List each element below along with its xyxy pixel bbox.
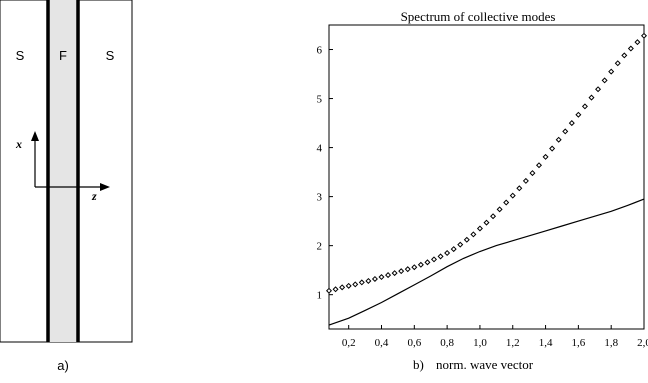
x-axis-ticks: 0,2 0,4 0,6 0,8 1,0 1,2 1,4 1,6 1,8 2,0 <box>342 325 648 349</box>
x-axis-label: norm. wave vector <box>436 357 534 372</box>
diamond-point <box>555 136 562 143</box>
diamond-point <box>503 199 510 206</box>
diamond-point <box>339 284 346 291</box>
diamond-point <box>621 52 628 59</box>
diamond-point <box>358 279 365 286</box>
diamond-point <box>627 45 634 52</box>
region-label-f: F <box>59 48 67 63</box>
diamond-point <box>562 128 569 135</box>
axis-label-x: x <box>15 137 22 151</box>
diamond-point <box>601 77 608 84</box>
region-label-s-right: S <box>106 48 115 63</box>
diamond-point <box>444 249 451 257</box>
diamond-point <box>614 60 621 67</box>
x-tick-label: 1,6 <box>572 337 586 349</box>
series-markers <box>325 32 648 294</box>
caption-a: a) <box>57 358 69 373</box>
y-tick-label: 3 <box>317 192 323 204</box>
diamond-point <box>450 246 457 253</box>
diamond-point <box>516 185 523 192</box>
diamond-point <box>522 177 529 184</box>
diamond-point <box>496 206 503 213</box>
series-solid-line <box>328 198 645 326</box>
diamond-point <box>345 282 352 289</box>
axis-label-z: z <box>91 189 97 203</box>
diamond-point <box>476 225 483 232</box>
diamond-point <box>325 287 333 294</box>
diamond-point <box>470 231 477 238</box>
x-tick-label: 2,0 <box>637 337 648 349</box>
y-tick-label: 1 <box>317 290 323 302</box>
diamond-point <box>568 120 575 127</box>
diamond-point <box>529 170 536 177</box>
diamond-point <box>352 281 359 288</box>
y-axis-ticks: 1 2 3 4 5 6 <box>317 45 333 302</box>
diamond-point <box>411 264 418 271</box>
y-tick-label: 5 <box>317 94 323 106</box>
z-arrowhead-icon <box>100 183 110 191</box>
diamond-point <box>490 213 497 220</box>
diamond-point <box>542 153 549 160</box>
diamond-point <box>588 94 595 101</box>
y-tick-label: 6 <box>317 45 323 57</box>
diamond-point <box>575 111 582 118</box>
x-arrowhead-icon <box>31 131 39 141</box>
caption-b: b) <box>413 357 424 372</box>
diamond-point <box>332 286 339 293</box>
ferromagnet-layer <box>48 0 78 342</box>
panel-a-schematic: S F S x z a) <box>0 0 133 373</box>
diamond-point <box>430 256 438 263</box>
diamond-point <box>404 266 411 273</box>
diamond-point <box>391 270 398 277</box>
x-tick-label: 0,4 <box>375 337 389 349</box>
chart-title: Spectrum of collective modes <box>401 9 556 24</box>
x-tick-label: 0,6 <box>407 337 421 349</box>
diamond-point <box>483 219 490 226</box>
diamond-point <box>378 274 385 281</box>
plot-frame <box>328 24 645 330</box>
diamond-point <box>424 259 431 266</box>
diamond-point <box>371 275 378 282</box>
x-tick-label: 1,8 <box>604 337 618 349</box>
diamond-point <box>385 272 392 279</box>
diamond-point <box>549 145 556 152</box>
x-tick-label: 0,2 <box>342 337 356 349</box>
diamond-point <box>608 68 615 75</box>
y-tick-label: 4 <box>317 143 323 155</box>
diamond-point <box>457 241 464 248</box>
x-tick-label: 1,2 <box>506 337 520 349</box>
diamond-point <box>640 32 648 39</box>
diamond-point <box>595 86 602 93</box>
diamond-point <box>365 277 372 284</box>
diamond-point <box>509 192 516 199</box>
x-tick-label: 0,8 <box>440 337 454 349</box>
diamond-point <box>634 39 641 46</box>
series-line <box>328 198 645 326</box>
diamond-point <box>581 103 588 110</box>
x-tick-label: 1,0 <box>473 337 487 349</box>
diamond-point <box>417 261 424 268</box>
region-label-s-left: S <box>16 48 25 63</box>
diamond-point <box>463 236 470 243</box>
y-tick-label: 2 <box>317 241 323 253</box>
diamond-point <box>535 162 543 169</box>
diamond-point <box>437 253 444 260</box>
x-tick-label: 1,4 <box>539 337 553 349</box>
diamond-point <box>398 268 405 275</box>
